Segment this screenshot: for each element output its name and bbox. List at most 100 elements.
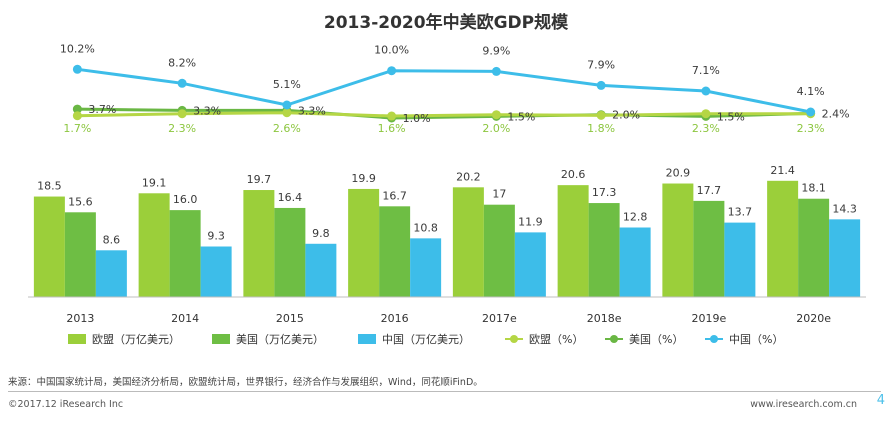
bar-eu-gdp-2016 <box>348 188 380 297</box>
bar-label-us-gdp-2014: 16.0 <box>173 193 198 206</box>
legend-item-eu-growth: 欧盟（%） <box>505 331 583 347</box>
label-cn-growth-2015: 5.1% <box>273 78 301 91</box>
x-tick-label: 2016 <box>381 312 409 325</box>
legend-label-eu-gdp: 欧盟（万亿美元） <box>92 333 180 346</box>
bar-us-gdp-2017e <box>483 204 515 297</box>
bar-label-cn-gdp-2014: 9.3 <box>207 230 225 243</box>
x-tick-label: 2017e <box>482 312 517 325</box>
point-eu-growth-2018e <box>596 110 606 120</box>
label-cn-growth-2013: 10.2% <box>60 42 95 55</box>
label-us-growth-2018e: 2.0% <box>612 109 640 122</box>
bar-cn-gdp-2015 <box>305 243 337 297</box>
bar-label-us-gdp-2013: 15.6 <box>68 195 93 208</box>
bar-label-eu-gdp-2019e: 20.9 <box>666 167 691 180</box>
bar-cn-gdp-2017e <box>514 232 546 297</box>
bar-label-cn-gdp-2015: 9.8 <box>312 227 330 240</box>
bars-layer: 18.5 19.1 19.7 19.9 20.2 20.6 20.9 21.4 15.6 16.0… <box>33 164 861 297</box>
point-cn-growth-2020e <box>806 107 816 117</box>
bar-label-us-gdp-2016: 16.7 <box>382 189 407 202</box>
label-cn-growth-2020e: 4.1% <box>797 85 825 98</box>
label-us-growth-2017e: 1.5% <box>507 110 535 123</box>
label-eu-growth-2017e: 2.0% <box>482 122 510 135</box>
legend-swatch-eu-growth <box>505 334 523 344</box>
legend-item-us-growth: 美国（%） <box>605 331 683 347</box>
point-cn-growth-2016 <box>387 66 397 76</box>
point-eu-growth-2016 <box>387 111 397 121</box>
bar-label-eu-gdp-2015: 19.7 <box>247 173 272 186</box>
bar-label-cn-gdp-2018e: 12.8 <box>623 210 648 223</box>
chart-title: 2013-2020年中美欧GDP规模 <box>324 12 569 33</box>
x-tick-label: 2019e <box>691 312 726 325</box>
bar-label-cn-gdp-2020e: 14.3 <box>832 202 857 215</box>
bar-label-cn-gdp-2019e: 13.7 <box>728 206 753 219</box>
bar-cn-gdp-2019e <box>724 222 756 297</box>
bar-eu-gdp-2018e <box>557 185 589 297</box>
legend-item-eu-gdp: 欧盟（万亿美元） <box>68 331 180 347</box>
x-tick-label: 2015 <box>276 312 304 325</box>
x-tick-label: 2018e <box>587 312 622 325</box>
legend-item-cn-growth: 中国（%） <box>705 331 783 347</box>
point-eu-growth-2017e <box>491 110 501 120</box>
point-eu-growth-2019e <box>701 109 711 119</box>
page-number: 4 <box>876 393 885 408</box>
bar-cn-gdp-2013 <box>95 250 127 297</box>
label-cn-growth-2017e: 9.9% <box>482 44 510 57</box>
bar-us-gdp-2018e <box>588 203 620 297</box>
bar-label-eu-gdp-2014: 19.1 <box>142 176 167 189</box>
legend-swatch-cn-gdp <box>358 334 376 344</box>
x-axis-ticks: 2013 2014 2015 2016 2017e 2018e 2019e 2020e <box>66 312 831 325</box>
bar-label-cn-gdp-2016: 10.8 <box>413 221 438 234</box>
legend-label-us-gdp: 美国（万亿美元） <box>236 333 324 346</box>
bar-label-us-gdp-2019e: 17.7 <box>697 184 722 197</box>
x-tick-label: 2020e <box>796 312 831 325</box>
point-eu-growth-2015 <box>282 108 292 118</box>
legend-label-eu-growth: 欧盟（%） <box>529 333 584 346</box>
label-cn-growth-2016: 10.0% <box>374 44 409 57</box>
bar-us-gdp-2020e <box>798 198 830 297</box>
line-cn-growth <box>77 67 811 114</box>
point-cn-growth-2015 <box>282 100 292 110</box>
label-us-growth-2019e: 1.5% <box>717 110 745 123</box>
website-url: www.iresearch.com.cn <box>750 399 857 410</box>
point-cn-growth-2014 <box>177 78 187 88</box>
bar-us-gdp-2014 <box>169 210 201 297</box>
legend-label-cn-growth: 中国（%） <box>729 333 784 346</box>
bar-cn-gdp-2020e <box>829 219 861 297</box>
bar-label-eu-gdp-2020e: 21.4 <box>770 164 795 177</box>
legend-swatch-us-gdp <box>212 334 230 344</box>
point-us-growth-2013 <box>72 104 82 114</box>
legend-item-cn-gdp: 中国（万亿美元） <box>358 331 470 347</box>
bar-label-us-gdp-2017e: 17 <box>492 188 506 201</box>
label-eu-growth-2015: 2.6% <box>273 122 301 135</box>
bar-us-gdp-2013 <box>64 212 96 297</box>
bar-label-eu-gdp-2018e: 20.6 <box>561 168 586 181</box>
legend-label-us-growth: 美国（%） <box>629 333 684 346</box>
bar-label-eu-gdp-2013: 18.5 <box>37 180 62 193</box>
point-eu-growth-2014 <box>177 109 187 119</box>
gdp-chart: 2013-2020年中美欧GDP规模 18.5 19.1 19.7 19.9 20.2 2… <box>28 12 866 325</box>
point-cn-growth-2017e <box>491 66 501 76</box>
bar-cn-gdp-2018e <box>619 227 651 297</box>
bar-us-gdp-2015 <box>274 207 306 297</box>
lines-layer: 10.2% 8.2% 5.1% 10.0% 9.9% 7.9% 7.1% 4.1% 3.7% 3.… <box>60 42 850 135</box>
bar-eu-gdp-2020e <box>767 180 799 297</box>
bar-label-eu-gdp-2017e: 20.2 <box>456 170 481 183</box>
bar-label-us-gdp-2020e: 18.1 <box>801 182 826 195</box>
bar-label-cn-gdp-2013: 8.6 <box>103 233 121 246</box>
legend: 欧盟（万亿美元） 美国（万亿美元） 中国（万亿美元） 欧盟（%） 美国（%） 中… <box>0 331 893 351</box>
source-note: 来源：中国国家统计局，美国经济分析局，欧盟统计局，世界银行，经济合作与发展组织，… <box>8 377 483 388</box>
label-us-growth-2015: 3.3% <box>298 104 326 117</box>
bar-eu-gdp-2013 <box>33 196 65 297</box>
bar-eu-gdp-2015 <box>243 190 275 297</box>
legend-swatch-us-growth <box>605 334 623 344</box>
point-cn-growth-2018e <box>596 80 606 90</box>
bar-eu-gdp-2019e <box>662 183 694 297</box>
label-us-growth-2014: 3.3% <box>193 104 221 117</box>
point-cn-growth-2013 <box>72 64 82 74</box>
line-eu-growth <box>77 111 811 118</box>
bar-eu-gdp-2014 <box>138 193 170 297</box>
x-tick-label: 2013 <box>66 312 94 325</box>
point-eu-growth-2013 <box>72 111 82 121</box>
label-eu-growth-2016: 1.6% <box>378 122 406 135</box>
footer-divider <box>8 391 881 392</box>
